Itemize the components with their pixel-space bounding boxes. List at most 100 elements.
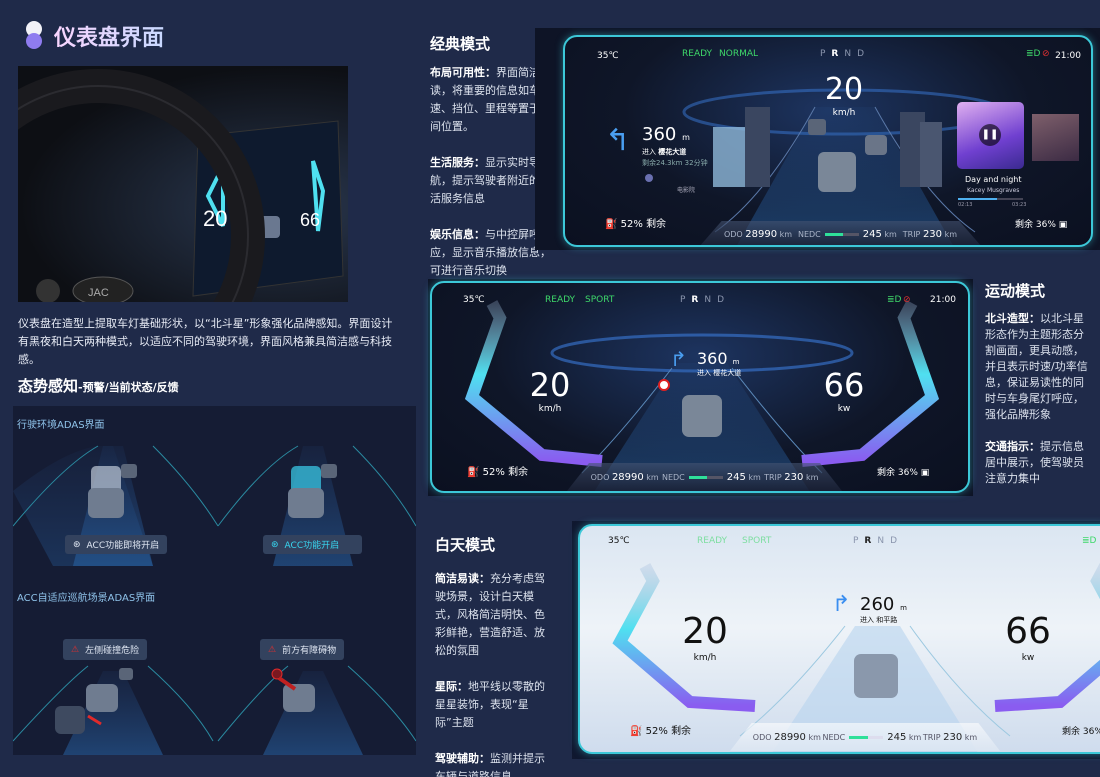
nav-road: 进入 和平路 (860, 616, 898, 624)
adas-scene-3 (13, 665, 214, 755)
nav-remaining: 剩余24.3km 32分钟 (642, 159, 708, 167)
adas-section-driving: 行驶环境ADAS界面 (17, 420, 105, 431)
power-readout: 66 kw (1005, 611, 1051, 663)
steering-wheel-illustration: 20 66 JAC (18, 69, 344, 302)
pause-icon[interactable]: ❚❚ (979, 124, 1001, 146)
day-dashboard: 35℃ READY SPORT PRND ≣D 20 km/h 66 kw ↱ 26… (578, 524, 1100, 754)
turn-right-arrow-icon: ↱ (832, 592, 851, 617)
steering-wheel-icon: ⊛ (271, 539, 279, 550)
speed-readout: 20 km/h (824, 72, 864, 118)
acc-on-label: ACC功能开启 (284, 541, 340, 551)
sport-mode-description: 北斗造型：以北斗星形态作为主题形态分割画面，更具动感，并且表示时速/功率信息，保… (985, 312, 1088, 485)
adas-road-scenes (13, 445, 416, 755)
warning-icon: ⚠ (71, 644, 80, 655)
ego-car-icon (682, 395, 722, 437)
page-header: 仪表盘界面 (24, 20, 164, 52)
battery-status: ⛽ 52% 剩余 (630, 726, 692, 737)
speed-readout: 20 km/h (682, 611, 728, 663)
left-beidou-chevron (612, 563, 756, 712)
awareness-heading: 态势感知-预警/当前状态/反馈 (18, 375, 179, 396)
clock: 21:00 (1055, 51, 1081, 61)
nav-distance: 260 m (860, 594, 907, 615)
ego-car-icon (288, 488, 324, 518)
left-collision-warning: ⚠ 左侧碰撞危险 (63, 639, 148, 660)
sport-mode-title: 运动模式 (985, 282, 1046, 300)
gear-selector: PRND (679, 295, 731, 305)
acc-pending-badge: ⊛ ACC功能即将开启 (65, 535, 168, 554)
lead-car-icon (121, 464, 137, 478)
temperature: 35℃ (608, 536, 630, 546)
ego-car-icon (283, 684, 315, 712)
intro-paragraph: 仪表盘在造型上提取车灯基础形状，以“北斗星”形象强化品牌感知。界面设计有黑夜和白… (18, 317, 393, 366)
lead-car-icon (321, 464, 337, 478)
ego-car-icon (818, 152, 856, 192)
headlight-icon: ≣D (887, 295, 902, 305)
speed-readout: 20 km/h (529, 366, 571, 414)
day-mode-description: 简洁易读：充分考虑驾驶场景，设计白天模式，风格简洁明快、色彩鲜艳，营造舒适、放松… (435, 572, 545, 777)
right-beidou-chevron (801, 300, 940, 467)
ego-car-icon (854, 654, 898, 698)
charger-icon: ⛽ (605, 219, 618, 230)
power-readout: 66 kw (823, 366, 865, 414)
music-progress[interactable] (958, 198, 1023, 200)
ready-status: READY (697, 536, 728, 546)
album-cover[interactable]: ❚❚ (957, 102, 1024, 169)
turn-left-arrow-icon: ↰ (605, 123, 631, 158)
gear-selector: PRND (852, 536, 904, 546)
drive-mode: SPORT (585, 295, 615, 305)
drive-mode: SPORT (742, 536, 772, 546)
nedc-range-fill (849, 735, 868, 739)
warning-light-icon: ⊘ (903, 295, 911, 305)
svg-text:JAC: JAC (88, 287, 109, 299)
obstacle-label: 前方有障碍物 (282, 646, 337, 656)
obstacle-marker-icon (271, 668, 283, 680)
odometer-bar: ODO 28990 km NEDC 245 km TRIP 230 km (730, 723, 1000, 751)
fuel-status: 剩余 36% (1062, 727, 1100, 737)
sport-graphics (464, 300, 940, 491)
charger-icon: ⛽ (467, 467, 480, 478)
left-collision-label: 左侧碰撞危险 (85, 646, 140, 656)
classic-mode-title: 经典模式 (430, 35, 491, 53)
song-title: Day and night (965, 175, 1022, 184)
odometer-bar: ODO 28990 km NEDC 245 km TRIP 230 km (567, 463, 842, 491)
nedc-range-fill (688, 475, 708, 479)
poi-cinema-icon (645, 174, 653, 182)
side-car-icon (55, 706, 85, 734)
headlight-icon: ≣D (1082, 536, 1097, 546)
nedc-range-fill (824, 232, 844, 236)
nav-distance: 360 m (642, 124, 690, 145)
obstacle-warning: ⚠ 前方有障碍物 (260, 639, 345, 660)
fuel-icon: ▣ (1058, 220, 1068, 230)
page-title: 仪表盘界面 (54, 20, 164, 52)
svg-text:20: 20 (203, 206, 227, 231)
music-duration: 03:23 (1012, 202, 1027, 208)
turn-right-arrow-icon: ↱ (670, 347, 687, 371)
song-artist: Kacey Musgraves (967, 187, 1020, 194)
warning-light-icon: ⊘ (1042, 49, 1050, 59)
acc-pending-label: ACC功能即将开启 (86, 541, 160, 551)
adas-scene-4 (217, 665, 416, 755)
building-icon (713, 127, 745, 187)
left-beidou-chevron (464, 300, 603, 467)
awareness-title: 态势感知 (18, 377, 79, 395)
ego-car-icon (86, 684, 118, 712)
headlight-icon: ≣D (1026, 49, 1041, 59)
ego-car-icon (88, 488, 124, 518)
battery-status: ⛽ 52% 剩余 (605, 219, 667, 230)
next-album-cover[interactable] (1032, 114, 1079, 161)
charger-icon: ⛽ (630, 726, 643, 737)
svg-text:66: 66 (300, 210, 320, 230)
fuel-icon: ▣ (920, 468, 930, 478)
fuel-status: 剩余 36% ▣ (1015, 220, 1068, 230)
odometer-bar: ODO 28990 km NEDC 245 km TRIP 230 km (699, 221, 982, 245)
ready-status: READY (682, 49, 713, 59)
battery-status: ⛽ 52% 剩余 (467, 467, 529, 478)
nav-road: 进入 樱花大道 (697, 369, 742, 377)
classic-road-scene (645, 88, 1006, 245)
steering-wheel-icon: ⊛ (73, 539, 81, 550)
clock: 21:00 (930, 295, 956, 305)
temperature: 35℃ (597, 51, 619, 61)
nav-distance: 360 m (697, 349, 740, 368)
warning-icon: ⚠ (268, 644, 277, 655)
cockpit-photo: 20 66 JAC (18, 66, 348, 302)
